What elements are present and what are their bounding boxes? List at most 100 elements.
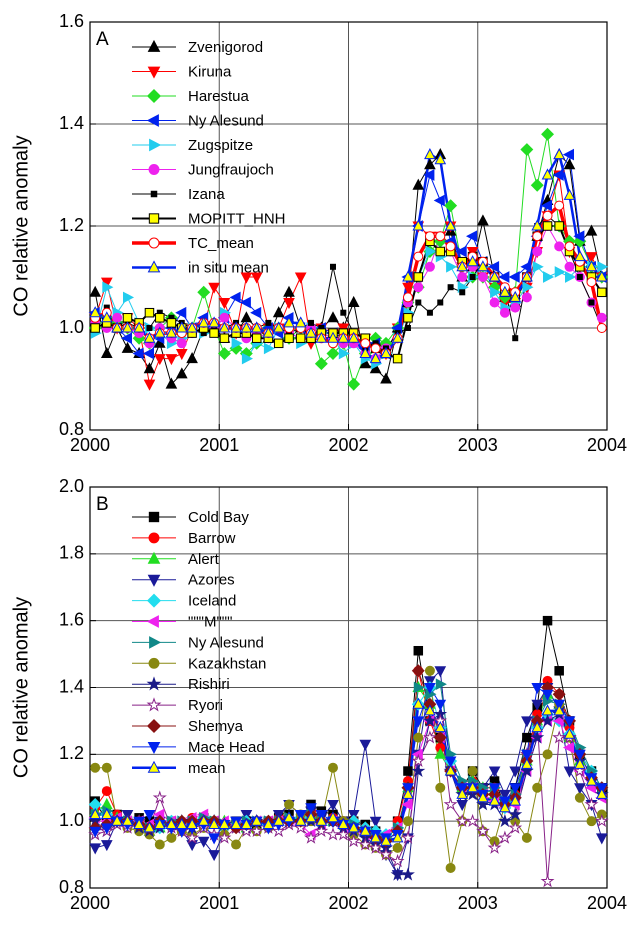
legend-entry: Rishiri [132, 676, 230, 693]
marker [425, 245, 437, 258]
marker [175, 817, 188, 829]
marker [532, 260, 544, 273]
marker [133, 817, 145, 829]
marker [250, 814, 263, 826]
marker [487, 840, 502, 854]
marker [401, 798, 413, 811]
marker [208, 833, 220, 845]
marker [488, 260, 500, 273]
legend-label: Rishiri [188, 676, 230, 693]
marker [338, 347, 350, 360]
marker [120, 332, 132, 345]
marker [122, 313, 133, 323]
panel-label: A [96, 29, 109, 50]
marker [240, 817, 253, 829]
legend-marker [148, 657, 160, 669]
marker [531, 721, 544, 733]
legend-label: Barrow [188, 530, 236, 547]
marker [521, 832, 532, 843]
marker [283, 811, 295, 823]
marker [262, 817, 275, 829]
marker [360, 338, 371, 349]
marker [521, 757, 533, 769]
marker [369, 352, 382, 364]
marker [121, 341, 134, 353]
marker [208, 850, 220, 862]
marker [209, 328, 219, 338]
legend-entry: Mace Head [132, 739, 265, 756]
marker [146, 325, 153, 331]
marker [265, 319, 272, 326]
marker [208, 282, 220, 294]
marker [435, 231, 446, 242]
marker [540, 199, 552, 212]
y-tick-label: 1.2 [59, 743, 84, 763]
marker [426, 309, 433, 316]
marker [499, 801, 511, 813]
marker [340, 309, 347, 316]
marker [175, 349, 188, 361]
marker [465, 813, 480, 828]
x-tick-label: 2000 [70, 893, 110, 913]
legend-label: Azores [188, 572, 235, 589]
marker [434, 747, 447, 759]
marker [230, 321, 242, 333]
marker [499, 285, 511, 297]
marker [542, 210, 553, 221]
legend-label: Izana [188, 186, 225, 203]
marker [564, 241, 575, 252]
marker [424, 665, 435, 676]
marker [444, 199, 458, 213]
marker [153, 326, 166, 338]
marker [219, 312, 230, 323]
marker [250, 306, 262, 319]
marker [250, 321, 263, 333]
marker [402, 282, 414, 294]
marker [305, 326, 317, 338]
legend-entry: mean [132, 760, 226, 777]
marker [197, 316, 210, 328]
marker [272, 321, 285, 333]
marker [412, 697, 425, 709]
marker [380, 346, 392, 358]
legend-label: Kazakhstan [188, 655, 266, 672]
marker [90, 323, 100, 333]
marker [143, 810, 156, 822]
legend-entry: Shemya [132, 718, 244, 735]
marker [142, 347, 154, 360]
marker [186, 817, 198, 829]
legend-label: mean [188, 760, 226, 777]
marker [594, 813, 609, 828]
marker [329, 263, 336, 270]
legend-entry: Iceland [132, 593, 236, 610]
marker [143, 821, 156, 833]
marker [284, 333, 294, 343]
marker [542, 749, 553, 760]
marker [101, 762, 112, 773]
legend-label: Ny Alesund [188, 112, 264, 129]
marker [101, 786, 112, 797]
marker [509, 794, 522, 806]
marker [455, 245, 467, 258]
legend-marker [147, 742, 161, 754]
legend-marker [147, 574, 161, 587]
legend-label: Iceland [188, 593, 236, 610]
legend-entry: Jungfraujoch [132, 161, 274, 178]
marker [447, 284, 454, 291]
marker [337, 817, 350, 829]
legend-marker [146, 615, 159, 628]
marker [597, 260, 609, 273]
marker [554, 200, 565, 211]
marker [563, 158, 576, 170]
marker [240, 321, 253, 333]
marker [586, 277, 597, 288]
marker [508, 807, 523, 821]
marker [531, 683, 544, 695]
marker [155, 313, 165, 323]
x-tick-label: 2001 [199, 893, 239, 913]
marker [466, 230, 478, 243]
marker [497, 830, 512, 844]
marker [327, 762, 338, 773]
marker [273, 338, 284, 349]
